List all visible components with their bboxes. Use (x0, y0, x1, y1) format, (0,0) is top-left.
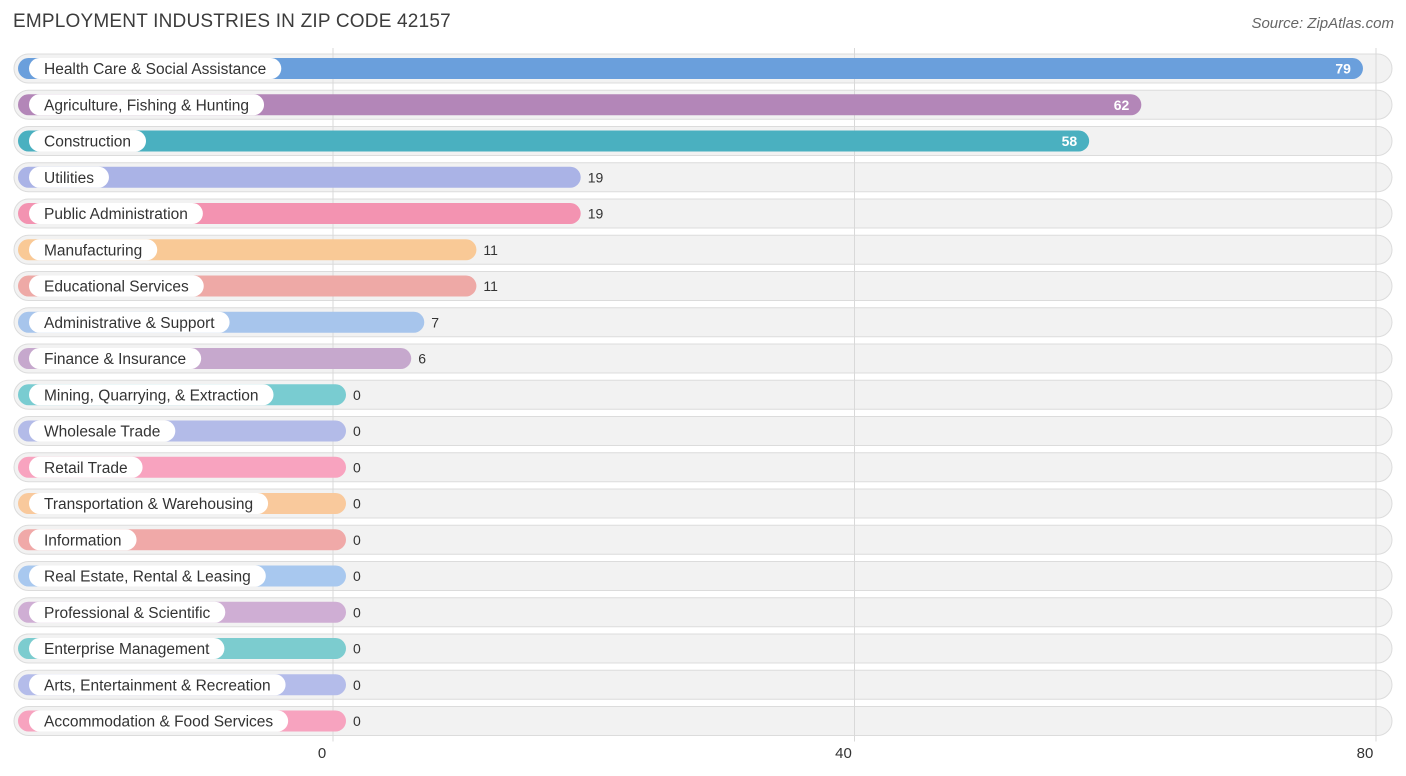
source-note: Source: ZipAtlas.com (1251, 15, 1394, 32)
value-label: 19 (588, 206, 604, 222)
label-pill (29, 203, 203, 224)
row-track (13, 597, 1393, 628)
label-pill (29, 493, 269, 514)
label-pill (29, 130, 147, 152)
value-label: 0 (353, 496, 361, 512)
value-label: 0 (353, 423, 361, 439)
value-label: 58 (1062, 133, 1078, 149)
category-label: Real Estate, Rental & Leasing (44, 569, 251, 586)
category-label: Public Administration (44, 206, 188, 223)
bar (18, 130, 1090, 152)
category-label: Information (44, 532, 122, 549)
value-label: 0 (353, 713, 361, 729)
row-track (13, 488, 1393, 519)
label-pill (29, 58, 282, 79)
category-label: Administrative & Support (44, 315, 215, 332)
x-tick-label: 40 (835, 745, 852, 762)
bars: Health Care & Social Assistance 79 Agricul… (18, 58, 1363, 732)
value-label: 79 (1335, 61, 1351, 77)
category-label: Educational Services (44, 279, 189, 296)
label-pill (29, 456, 143, 478)
value-label: 62 (1114, 97, 1130, 113)
label-pill (29, 710, 289, 732)
label-pill (29, 311, 230, 333)
category-label: Accommodation & Food Services (44, 714, 273, 731)
label-pill (29, 94, 265, 116)
bar (18, 94, 1142, 116)
bar (18, 58, 1363, 79)
category-label: Mining, Quarrying, & Extraction (44, 387, 259, 404)
value-label: 6 (418, 351, 426, 367)
category-label: Arts, Entertainment & Recreation (44, 677, 271, 694)
label-pill (29, 348, 202, 369)
label-pill (29, 529, 137, 551)
label-pill (29, 384, 274, 406)
category-label: Transportation & Warehousing (44, 496, 253, 513)
value-label: 0 (353, 677, 361, 693)
category-label: Finance & Insurance (44, 351, 186, 368)
x-axis: 0 40 80 (318, 745, 1374, 762)
bar (18, 166, 581, 188)
value-label: 11 (483, 278, 498, 294)
category-label: Professional & Scientific (44, 605, 211, 622)
value-label: 0 (353, 641, 361, 657)
category-label: Wholesale Trade (44, 424, 160, 441)
label-pill (29, 420, 176, 442)
chart-title: EMPLOYMENT INDUSTRIES IN ZIP CODE 42157 (13, 11, 451, 32)
x-tick-label: 0 (318, 745, 326, 762)
value-label: 0 (353, 532, 361, 548)
row-track (13, 561, 1393, 591)
row-track (13, 379, 1393, 410)
row-track (13, 706, 1393, 736)
row-track (13, 669, 1393, 700)
row-track (13, 416, 1393, 446)
x-tick-label: 80 (1357, 745, 1374, 762)
label-pill (29, 239, 158, 261)
label-pill (29, 674, 286, 696)
row-track (13, 633, 1393, 664)
category-label: Construction (44, 134, 131, 151)
category-label: Enterprise Management (44, 641, 210, 658)
row-track (13, 524, 1393, 555)
label-pill (29, 565, 266, 587)
label-pill (29, 601, 226, 623)
value-label: 11 (483, 242, 498, 258)
value-label: 19 (588, 169, 604, 185)
label-pill (29, 166, 109, 188)
value-label: 0 (353, 387, 361, 403)
label-pill (29, 638, 225, 659)
row-track (13, 452, 1393, 483)
category-label: Agriculture, Fishing & Hunting (44, 97, 249, 114)
label-pill (29, 275, 204, 297)
value-label: 7 (431, 314, 439, 330)
category-label: Health Care & Social Assistance (44, 61, 266, 78)
category-label: Utilities (44, 170, 94, 187)
value-label: 0 (353, 568, 361, 584)
category-label: Manufacturing (44, 242, 142, 259)
category-label: Retail Trade (44, 460, 128, 477)
value-label: 0 (353, 459, 361, 475)
value-label: 0 (353, 604, 361, 620)
